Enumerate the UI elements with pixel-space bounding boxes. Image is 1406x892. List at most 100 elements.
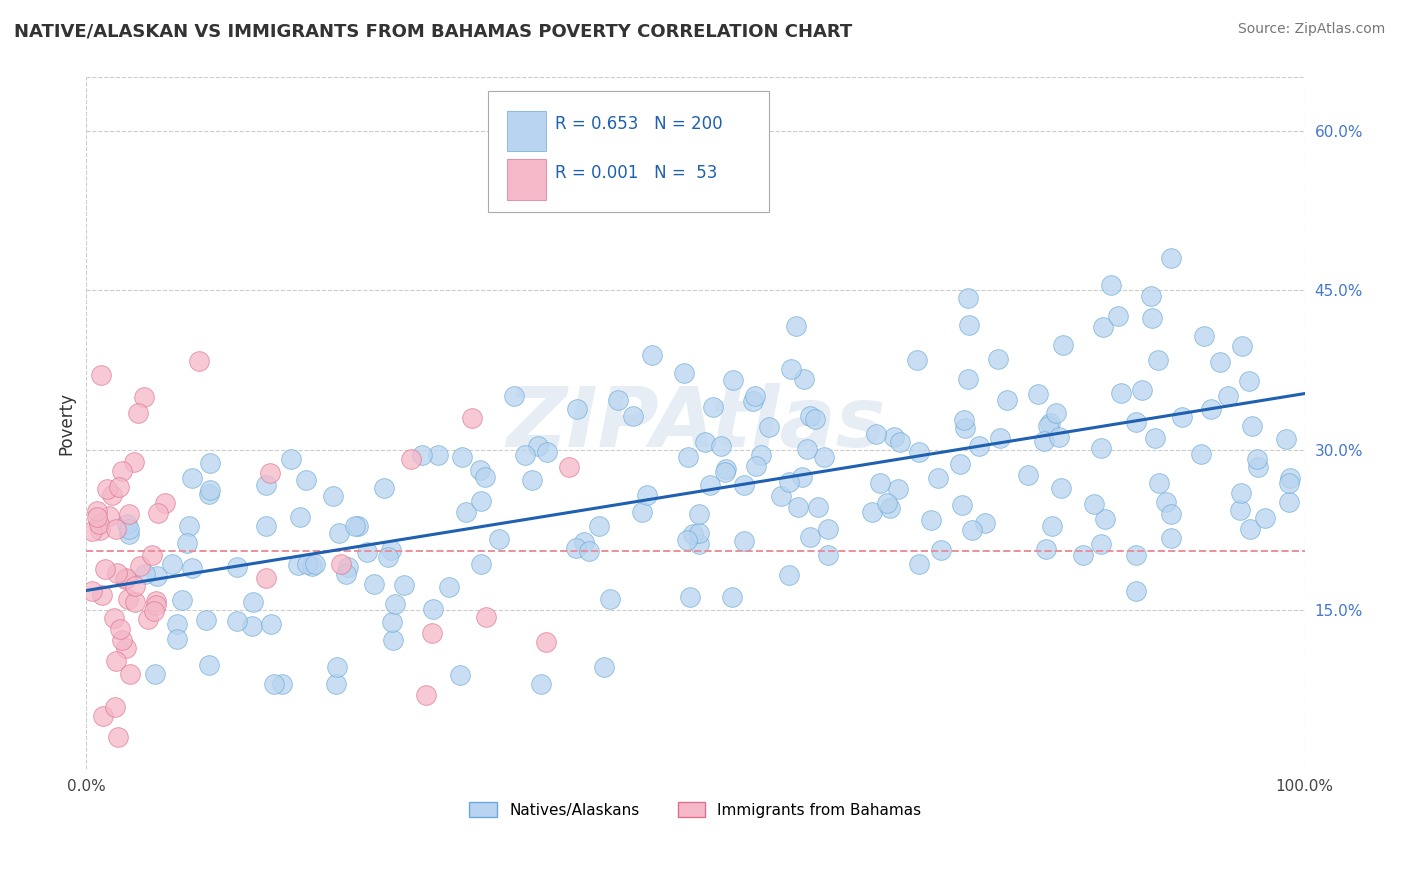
Point: [259, 467, 281, 481]
Point: [347, 519, 370, 533]
Point: [344, 518, 367, 533]
Point: [679, 590, 702, 604]
Point: [956, 291, 979, 305]
Point: [565, 401, 588, 416]
Point: [160, 558, 183, 572]
Point: [381, 615, 404, 629]
Point: [1149, 476, 1171, 491]
Point: [599, 591, 621, 606]
Point: [449, 668, 471, 682]
Point: [118, 522, 141, 536]
Point: [195, 613, 218, 627]
Point: [470, 557, 492, 571]
Point: [534, 634, 557, 648]
Point: [127, 406, 149, 420]
Point: [456, 505, 478, 519]
Point: [134, 567, 156, 582]
Point: [530, 677, 553, 691]
Point: [1083, 498, 1105, 512]
Point: [104, 700, 127, 714]
Point: [242, 595, 264, 609]
Point: [280, 451, 302, 466]
Point: [807, 500, 830, 515]
Point: [1052, 338, 1074, 352]
Point: [1171, 410, 1194, 425]
Point: [869, 476, 891, 491]
Point: [122, 455, 145, 469]
Point: [927, 471, 949, 485]
Point: [950, 498, 973, 512]
Point: [960, 523, 983, 537]
Point: [572, 534, 595, 549]
Point: [1154, 495, 1177, 509]
Point: [107, 480, 129, 494]
FancyBboxPatch shape: [488, 91, 769, 212]
Point: [124, 579, 146, 593]
Point: [415, 688, 437, 702]
Point: [100, 488, 122, 502]
Point: [1278, 495, 1301, 509]
Point: [263, 677, 285, 691]
Point: [87, 516, 110, 531]
Point: [799, 530, 821, 544]
Point: [381, 633, 404, 648]
Point: [82, 524, 104, 538]
Point: [145, 594, 167, 608]
Point: [636, 488, 658, 502]
Point: [1130, 383, 1153, 397]
Point: [1107, 310, 1129, 324]
Point: [1232, 339, 1254, 353]
Point: [290, 509, 312, 524]
Point: [114, 571, 136, 585]
Point: [1278, 475, 1301, 490]
Point: [426, 448, 449, 462]
Point: [1147, 352, 1170, 367]
Point: [953, 421, 976, 435]
Point: [799, 409, 821, 424]
Point: [107, 731, 129, 745]
Point: [1090, 442, 1112, 456]
Point: [1071, 549, 1094, 563]
Point: [1201, 402, 1223, 417]
Point: [1194, 329, 1216, 343]
Point: [876, 496, 898, 510]
Point: [176, 536, 198, 550]
Point: [751, 449, 773, 463]
Point: [411, 448, 433, 462]
Point: [134, 390, 156, 404]
Point: [322, 489, 344, 503]
Point: [94, 562, 117, 576]
Point: [254, 571, 277, 585]
Point: [461, 410, 484, 425]
Point: [335, 567, 357, 582]
Point: [1160, 531, 1182, 545]
Point: [240, 619, 263, 633]
Point: [1090, 537, 1112, 551]
Point: [166, 616, 188, 631]
Point: [89, 523, 111, 537]
Point: [155, 496, 177, 510]
Point: [1189, 447, 1212, 461]
Point: [1275, 432, 1298, 446]
Point: [957, 372, 980, 386]
Point: [778, 475, 800, 489]
Point: [908, 557, 931, 571]
Point: [117, 591, 139, 606]
Point: [363, 577, 385, 591]
Point: [475, 610, 498, 624]
Point: [1237, 374, 1260, 388]
Point: [889, 434, 911, 449]
Point: [143, 667, 166, 681]
Point: [326, 659, 349, 673]
Point: [1216, 389, 1239, 403]
Point: [887, 482, 910, 496]
Point: [1229, 485, 1251, 500]
Point: [1279, 471, 1302, 485]
Point: [952, 413, 974, 427]
Point: [699, 477, 721, 491]
Point: [118, 527, 141, 541]
Point: [356, 545, 378, 559]
Point: [180, 560, 202, 574]
Point: [146, 569, 169, 583]
Point: [1111, 386, 1133, 401]
